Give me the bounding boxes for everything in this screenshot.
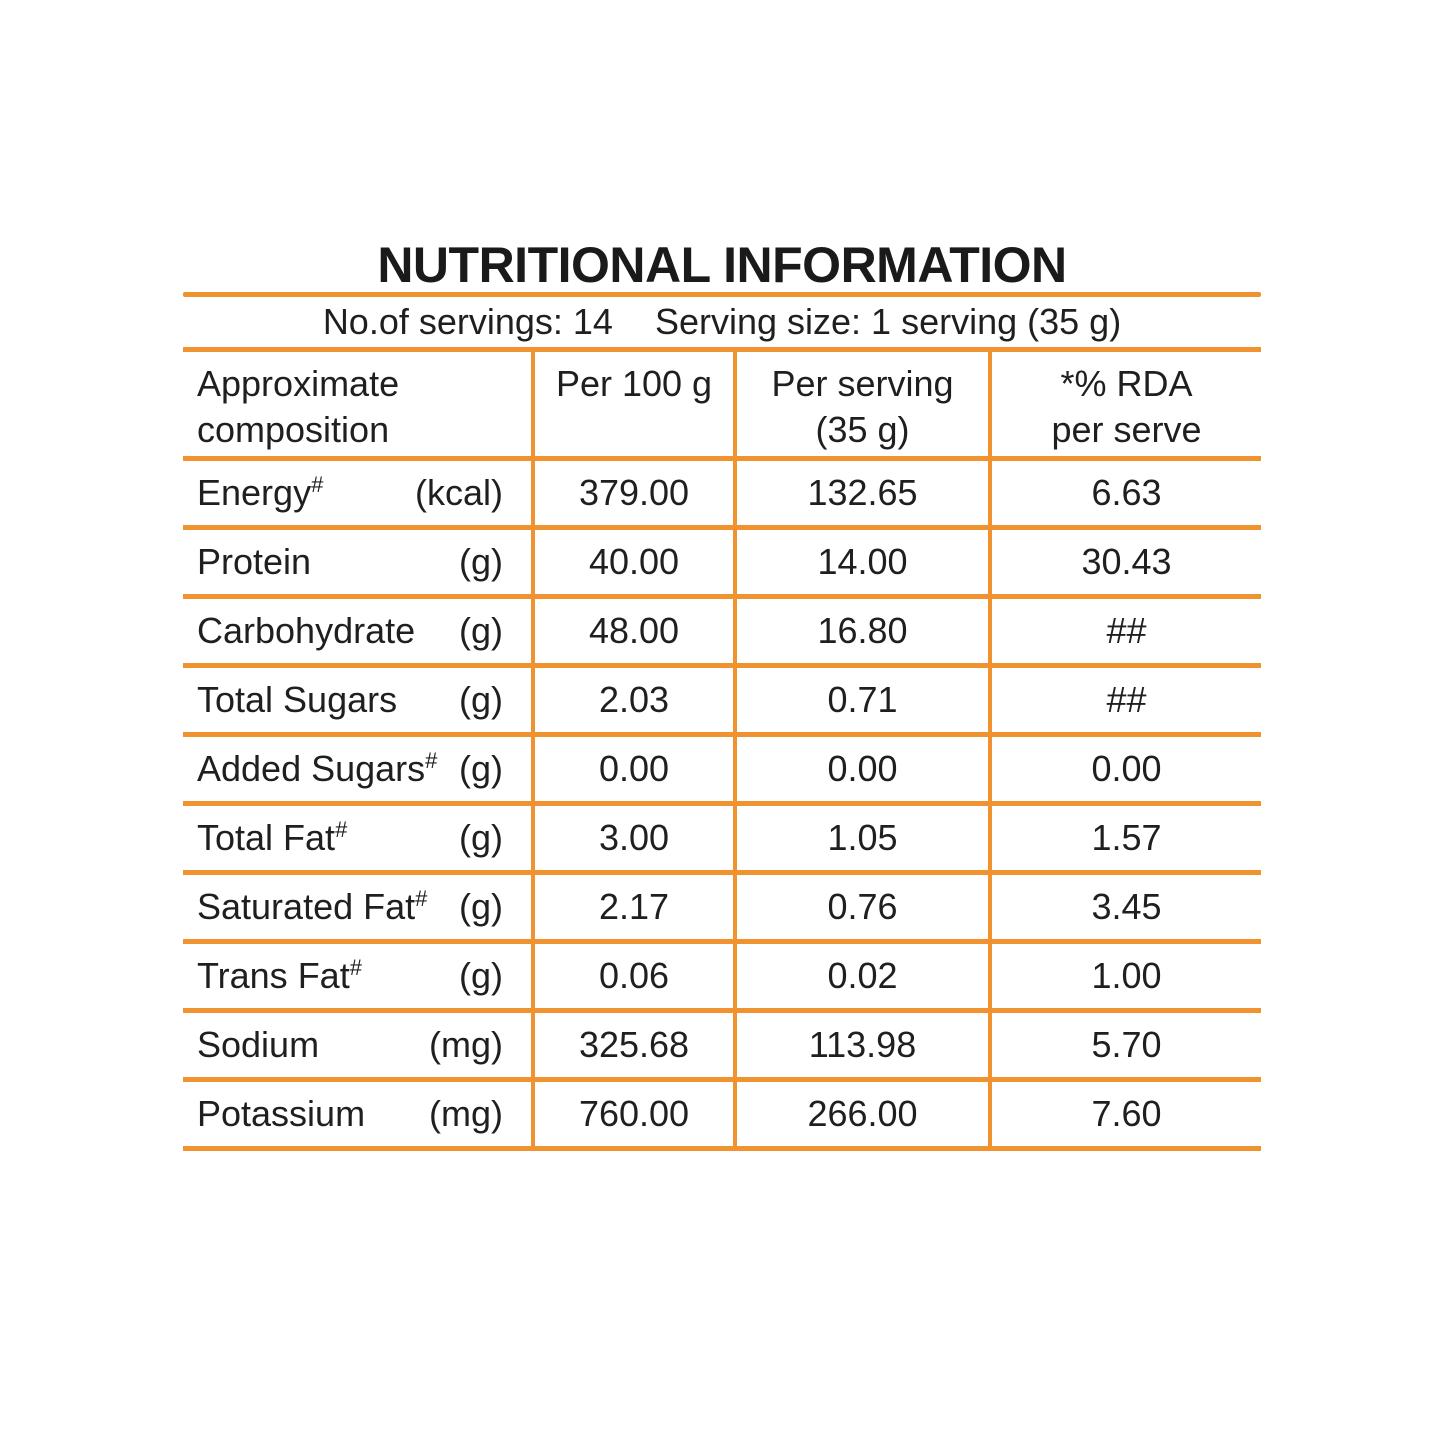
nutrient-name: Total Sugars xyxy=(197,679,398,720)
divider-top xyxy=(183,292,1261,297)
rda-value: 7.60 xyxy=(1091,1093,1162,1134)
nutrient-unit: (g) xyxy=(459,955,503,996)
per-100g-value: 760.00 xyxy=(578,1093,690,1134)
nutrient-cell: Sodium (mg) xyxy=(183,1013,531,1077)
per-serving-value: 1.05 xyxy=(827,817,898,858)
nutrient-cell: Added Sugars# (g) xyxy=(183,737,531,801)
table-row-total-fat: Total Fat# (g) 3.00 1.05 1.57 xyxy=(183,806,1261,875)
nutrient-unit: (g) xyxy=(459,679,503,720)
rda-value: 5.70 xyxy=(1091,1024,1162,1065)
nutrient-unit: (mg) xyxy=(429,1093,503,1134)
nutrient-cell: Saturated Fat# (g) xyxy=(183,875,531,939)
header-composition-line2: composition xyxy=(197,409,390,450)
nutrient-name: Trans Fat# xyxy=(197,955,362,996)
table-row-energy: Energy# (kcal) 379.00 132.65 6.63 xyxy=(183,461,1261,530)
footnote-marker: # xyxy=(335,817,348,842)
table-row-trans-fat: Trans Fat# (g) 0.06 0.02 1.00 xyxy=(183,944,1261,1013)
per-serving-value: 14.00 xyxy=(817,541,908,582)
table-row-total-sugars: Total Sugars (g) 2.03 0.71 ## xyxy=(183,668,1261,737)
column-header-per-serving: Per serving (35 g) xyxy=(733,352,988,456)
nutrient-unit: (g) xyxy=(459,817,503,858)
page-title: NUTRITIONAL INFORMATION xyxy=(377,237,1067,293)
per-100g-value: 0.06 xyxy=(598,955,670,996)
per-100g-value: 2.17 xyxy=(598,886,670,927)
per-100g-value: 379.00 xyxy=(578,472,690,513)
table-row-sodium: Sodium (mg) 325.68 113.98 5.70 xyxy=(183,1013,1261,1082)
rda-value: 3.45 xyxy=(1091,886,1162,927)
nutrient-cell: Carbohydrate (g) xyxy=(183,599,531,663)
nutrient-name: Energy# xyxy=(197,472,324,513)
rda-value: 0.00 xyxy=(1091,748,1162,789)
servings-count: No.of servings: 14 xyxy=(322,301,613,342)
nutrient-cell: Protein (g) xyxy=(183,530,531,594)
rda-value: ## xyxy=(1106,610,1147,651)
table-row-added-sugars: Added Sugars# (g) 0.00 0.00 0.00 xyxy=(183,737,1261,806)
nutrient-unit: (g) xyxy=(459,748,503,789)
nutrition-panel: NUTRITIONAL INFORMATION No.of servings: … xyxy=(183,238,1261,1151)
table-row-saturated-fat: Saturated Fat# (g) 2.17 0.76 3.45 xyxy=(183,875,1261,944)
nutrient-unit: (mg) xyxy=(429,1024,503,1065)
nutrient-name: Added Sugars# xyxy=(197,748,438,789)
header-per-serving-line1: Per serving xyxy=(771,363,954,404)
table-header-row: Approximate composition Per 100 g Per se… xyxy=(183,352,1261,461)
per-serving-value: 0.00 xyxy=(827,748,898,789)
nutrient-name: Protein xyxy=(197,541,312,582)
column-header-rda: *% RDA per serve xyxy=(988,352,1261,456)
nutrient-name: Carbohydrate xyxy=(197,610,416,651)
per-serving-value: 0.76 xyxy=(827,886,898,927)
nutrient-name: Potassium xyxy=(197,1093,366,1134)
nutrient-unit: (g) xyxy=(459,610,503,651)
rda-value: 1.00 xyxy=(1091,955,1162,996)
nutrient-cell: Energy# (kcal) xyxy=(183,461,531,525)
nutrient-unit: (g) xyxy=(459,541,503,582)
header-per-serving-line2: (35 g) xyxy=(815,409,910,450)
per-serving-value: 132.65 xyxy=(807,472,918,513)
column-header-per-100g: Per 100 g xyxy=(531,352,733,456)
footnote-marker: # xyxy=(349,955,362,980)
header-rda-line2: per serve xyxy=(1051,409,1202,450)
per-100g-value: 0.00 xyxy=(598,748,670,789)
footnote-marker: # xyxy=(415,886,428,911)
nutrient-cell: Potassium (mg) xyxy=(183,1082,531,1146)
per-serving-value: 266.00 xyxy=(807,1093,918,1134)
footnote-marker: # xyxy=(311,472,324,497)
servings-line: No.of servings: 14 Serving size: 1 servi… xyxy=(183,297,1261,347)
per-100g-value: 2.03 xyxy=(598,679,670,720)
column-header-composition: Approximate composition xyxy=(183,352,531,456)
rda-value: 1.57 xyxy=(1091,817,1162,858)
nutrient-name: Sodium xyxy=(197,1024,320,1065)
header-composition-line1: Approximate xyxy=(197,363,400,404)
per-serving-value: 113.98 xyxy=(808,1024,917,1065)
per-serving-value: 0.02 xyxy=(827,955,898,996)
nutrient-unit: (g) xyxy=(459,886,503,927)
footnote-marker: # xyxy=(425,748,438,773)
per-100g-value: 3.00 xyxy=(598,817,670,858)
rda-value: 6.63 xyxy=(1091,472,1162,513)
per-100g-value: 48.00 xyxy=(588,610,680,651)
per-serving-value: 0.71 xyxy=(827,679,898,720)
nutrient-cell: Total Sugars (g) xyxy=(183,668,531,732)
header-per100g-line1: Per 100 g xyxy=(555,363,713,404)
table-row-potassium: Potassium (mg) 760.00 266.00 7.60 xyxy=(183,1082,1261,1151)
table-row-carbohydrate: Carbohydrate (g) 48.00 16.80 ## xyxy=(183,599,1261,668)
header-rda-line1: *% RDA xyxy=(1060,363,1193,404)
nutrition-table: Approximate composition Per 100 g Per se… xyxy=(183,347,1261,1151)
per-100g-value: 325.68 xyxy=(578,1024,690,1065)
rda-value: ## xyxy=(1106,679,1147,720)
nutrient-cell: Total Fat# (g) xyxy=(183,806,531,870)
serving-size: Serving size: 1 serving (35 g) xyxy=(654,301,1122,342)
table-row-protein: Protein (g) 40.00 14.00 30.43 xyxy=(183,530,1261,599)
per-serving-value: 16.80 xyxy=(817,610,908,651)
nutrient-name: Saturated Fat# xyxy=(197,886,428,927)
per-100g-value: 40.00 xyxy=(588,541,680,582)
nutrient-name: Total Fat# xyxy=(197,817,348,858)
nutrient-cell: Trans Fat# (g) xyxy=(183,944,531,1008)
nutrient-unit: (kcal) xyxy=(415,472,503,513)
rda-value: 30.43 xyxy=(1081,541,1172,582)
